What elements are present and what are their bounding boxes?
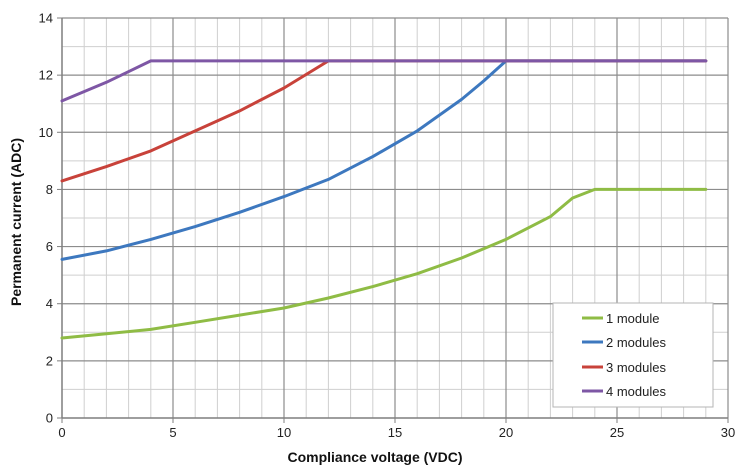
y-tick-labels: 0 2 4 6 8 10 12 14 [39, 11, 53, 426]
x-tick-label: 10 [277, 425, 291, 440]
legend-label-2-modules: 2 modules [606, 335, 666, 350]
legend-label-4-modules: 4 modules [606, 384, 666, 399]
x-axis-title: Compliance voltage (VDC) [287, 449, 462, 465]
y-axis-title: Permanent current (ADC) [8, 138, 24, 306]
y-tick-label: 0 [46, 411, 53, 426]
x-tick-label: 0 [58, 425, 65, 440]
x-tick-labels: 0 5 10 15 20 25 30 [58, 425, 735, 440]
y-tick-label: 4 [46, 296, 53, 311]
x-tick-label: 15 [388, 425, 402, 440]
x-tick-label: 5 [169, 425, 176, 440]
legend: 1 module 2 modules 3 modules 4 modules [553, 303, 713, 407]
x-tick-label: 20 [499, 425, 513, 440]
y-tick-label: 12 [39, 68, 53, 83]
x-tick-label: 30 [721, 425, 735, 440]
y-tick-label: 6 [46, 239, 53, 254]
y-tick-label: 14 [39, 11, 53, 26]
series-line-4-modules [62, 61, 706, 101]
legend-label-1-module: 1 module [606, 311, 659, 326]
y-tick-label: 8 [46, 182, 53, 197]
y-tick-label: 10 [39, 125, 53, 140]
series-line-3-modules [62, 61, 706, 181]
series-line-2-modules [62, 61, 706, 260]
y-tick-label: 2 [46, 353, 53, 368]
x-tick-label: 25 [610, 425, 624, 440]
series-layer [62, 61, 706, 338]
legend-label-3-modules: 3 modules [606, 360, 666, 375]
